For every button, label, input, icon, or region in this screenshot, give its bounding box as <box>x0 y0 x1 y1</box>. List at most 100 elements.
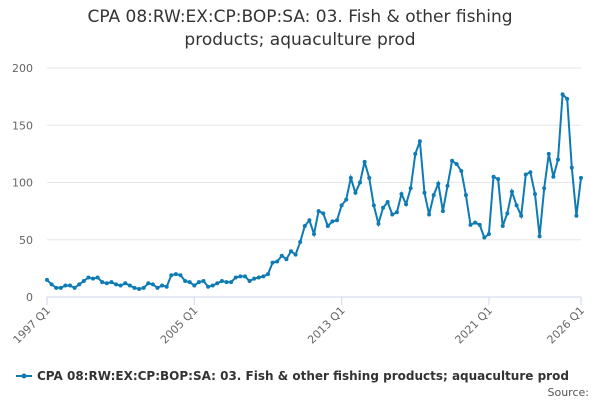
point <box>155 285 160 290</box>
x-tick-label: 2026 Q1 <box>545 304 588 347</box>
point <box>302 224 307 229</box>
point <box>141 285 146 290</box>
point <box>100 280 105 285</box>
point <box>381 205 386 210</box>
point <box>555 157 560 162</box>
point <box>436 181 441 186</box>
point <box>376 221 381 226</box>
point <box>91 276 96 281</box>
point <box>574 213 579 218</box>
point <box>224 280 229 285</box>
point <box>169 273 174 278</box>
point <box>523 172 528 177</box>
point <box>316 209 321 214</box>
point <box>344 197 349 202</box>
point <box>187 280 192 285</box>
point <box>114 282 119 287</box>
point <box>473 220 478 225</box>
point <box>284 257 289 262</box>
point <box>63 283 68 288</box>
x-tick-label: 2021 Q1 <box>453 304 496 347</box>
point <box>298 240 303 245</box>
point <box>233 275 238 280</box>
point <box>210 283 215 288</box>
point <box>86 275 91 280</box>
point <box>183 278 188 283</box>
point <box>339 203 344 208</box>
point <box>528 170 533 175</box>
point <box>312 232 316 237</box>
point <box>58 285 63 290</box>
point <box>353 190 358 195</box>
point <box>422 190 427 195</box>
point <box>127 283 132 288</box>
point <box>551 174 556 179</box>
point <box>509 189 514 194</box>
point <box>537 234 542 239</box>
point <box>242 274 247 279</box>
point <box>431 193 436 198</box>
point <box>68 283 73 288</box>
chart-title: CPA 08:RW:EX:CP:BOP:SA: 03. Fish & other… <box>87 7 513 50</box>
legend-label: CPA 08:RW:EX:CP:BOP:SA: 03. Fish & other… <box>37 369 569 383</box>
point <box>459 169 464 174</box>
point <box>164 284 169 289</box>
legend-marker <box>21 373 27 379</box>
point <box>109 280 114 285</box>
point <box>229 280 234 285</box>
point <box>173 272 178 277</box>
point <box>160 283 165 288</box>
point <box>427 212 432 217</box>
point <box>477 222 482 227</box>
point <box>454 162 459 167</box>
point <box>500 224 505 229</box>
point <box>252 276 257 281</box>
source: Source: <box>548 386 590 399</box>
point <box>358 180 363 185</box>
point <box>321 211 326 216</box>
y-tick-label: 200 <box>12 62 33 75</box>
point <box>265 272 270 277</box>
point <box>104 281 109 286</box>
point <box>275 259 280 264</box>
y-tick-label: 150 <box>12 119 33 132</box>
point <box>270 260 275 265</box>
series-line <box>46 92 582 291</box>
point <box>288 249 293 254</box>
point <box>569 165 574 170</box>
y-tick-label: 50 <box>19 234 33 247</box>
point <box>519 213 524 218</box>
point <box>330 219 335 224</box>
point <box>371 203 376 208</box>
point <box>307 218 312 223</box>
point <box>486 232 491 237</box>
point <box>72 285 77 290</box>
point <box>450 158 455 163</box>
point <box>137 286 142 291</box>
point <box>178 273 183 278</box>
point <box>325 224 330 229</box>
point <box>394 210 399 215</box>
point <box>385 199 390 204</box>
point <box>417 139 422 144</box>
point <box>215 281 220 286</box>
point <box>413 151 418 156</box>
point <box>565 96 570 101</box>
point <box>491 174 496 179</box>
point <box>505 211 510 216</box>
point <box>445 183 450 188</box>
point <box>293 252 298 257</box>
x-tick-label: 2013 Q1 <box>305 304 348 347</box>
point <box>81 278 86 283</box>
point <box>150 282 155 287</box>
point <box>367 175 372 180</box>
point <box>279 253 284 258</box>
point <box>514 203 519 208</box>
point <box>146 281 151 286</box>
point <box>123 281 128 286</box>
x-tick-label: 1997 Q1 <box>11 304 54 347</box>
point <box>532 191 537 196</box>
point <box>440 209 445 214</box>
point <box>408 186 413 191</box>
